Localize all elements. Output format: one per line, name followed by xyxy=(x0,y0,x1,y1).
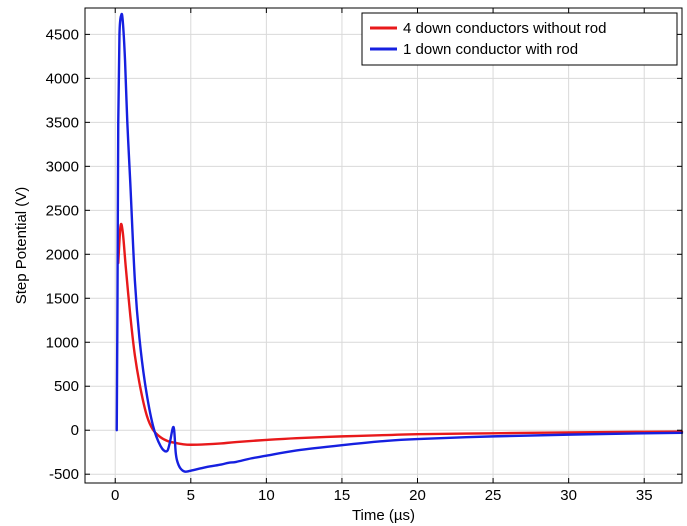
legend-entry-4-down-conductors: 4 down conductors without rod xyxy=(403,20,606,37)
x-tick-label-0: 0 xyxy=(111,487,119,504)
legend-box xyxy=(361,12,678,66)
y-tick-label-1500: 1500 xyxy=(46,290,79,307)
tick-labels: 0 5 10 15 20 25 30 35 -500 0 500 1000 1500 2000 2500 30… xyxy=(46,26,653,504)
x-tick-label-35: 35 xyxy=(636,487,653,504)
y-tick-label-3500: 3500 xyxy=(46,114,79,131)
x-tick-label-30: 30 xyxy=(560,487,577,504)
y-tick-label-4000: 4000 xyxy=(46,70,79,87)
grid-lines xyxy=(85,8,682,483)
y-tick-label-0: 0 xyxy=(71,422,79,439)
y-axis-label: Step Potential (V) xyxy=(13,187,30,305)
y-tick-label-1000: 1000 xyxy=(46,334,79,351)
y-tick-label-3000: 3000 xyxy=(46,158,79,175)
x-tick-label-5: 5 xyxy=(187,487,195,504)
axis-ticks xyxy=(85,8,682,483)
y-tick-label-500: 500 xyxy=(54,378,79,395)
series-lines xyxy=(115,12,684,473)
y-tick-label-2000: 2000 xyxy=(46,246,79,263)
x-tick-label-20: 20 xyxy=(409,487,426,504)
legend: 4 down conductors without rod 1 down con… xyxy=(361,12,678,66)
legend-entry-1-down-conductor: 1 down conductor with rod xyxy=(403,41,578,58)
x-axis-label: Time (µs) xyxy=(352,507,415,524)
series-line-4-down-conductors xyxy=(117,222,684,446)
x-tick-label-10: 10 xyxy=(258,487,275,504)
series-line-1-down-conductor xyxy=(115,12,684,473)
y-tick-label-2500: 2500 xyxy=(46,202,79,219)
y-tick-label-4500: 4500 xyxy=(46,26,79,43)
plot-frame xyxy=(84,7,683,484)
x-tick-label-25: 25 xyxy=(485,487,502,504)
x-tick-label-15: 15 xyxy=(334,487,351,504)
y-tick-label--500: -500 xyxy=(49,466,79,483)
